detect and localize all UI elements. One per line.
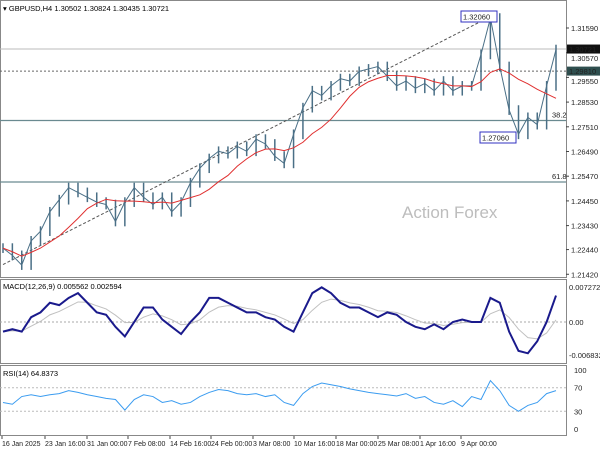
y-tick-label: 1.30570: [571, 54, 598, 63]
high-value: 1.30824: [83, 4, 111, 13]
rsi-tick-label: 30: [574, 407, 582, 416]
x-tick-label: 18 Mar 00:00: [336, 441, 377, 448]
moving-average-line: [2, 68, 557, 257]
y-tick-label: 1.22440: [571, 246, 598, 255]
open-value: 1.30502: [54, 4, 82, 13]
x-tick-label: 7 Feb 08:00: [128, 441, 165, 448]
fib-label-38.2: 38.2: [552, 111, 567, 120]
macd-signal-line: [2, 298, 557, 340]
macd-tick-label: 0.00: [569, 318, 584, 327]
rsi-panel: [0, 365, 567, 436]
x-tick-label: 16 Jan 2025: [2, 441, 41, 448]
chart-header: ▾ GBPUSD,H4 1.30502 1.30824 1.30435 1.30…: [3, 4, 169, 13]
y-tick-label: 1.21420: [571, 270, 598, 279]
low-label: 1.27060: [482, 134, 509, 143]
price-panel: [0, 0, 567, 278]
rsi-tick-label: 100: [574, 366, 587, 375]
current-price-tag-bg: [567, 44, 600, 54]
rsi-title: RSI(14) 64.8373: [3, 369, 59, 378]
y-tick-label: 1.28530: [571, 98, 598, 107]
y-tick-label: 1.23430: [571, 222, 598, 231]
x-tick-label: 25 Mar 08:00: [378, 441, 419, 448]
y-tick-label: 1.27510: [571, 123, 598, 132]
macd-tick-label: 0.007272: [569, 283, 600, 292]
macd-tick-label: -0.006832: [569, 351, 600, 360]
y-tick-label: 1.31590: [571, 24, 598, 33]
current-price-tag: 1.30721: [569, 45, 596, 54]
fib-label-61.8: 61.8: [552, 172, 567, 181]
x-tick-label: 31 Jan 00:00: [87, 441, 128, 448]
x-tick-label: 14 Feb 16:00: [170, 441, 211, 448]
rsi-line: [2, 379, 557, 412]
y-tick-label: 1.25470: [571, 172, 598, 181]
level-tag-bg: [567, 66, 600, 76]
rsi-tick-label: 0: [574, 425, 578, 434]
close-value: 1.30721: [141, 4, 170, 13]
high-label: 1.32060: [463, 13, 490, 22]
low-label-box: [479, 131, 517, 144]
x-tick-label: 9 Apr 00:00: [461, 441, 497, 448]
x-tick-label: 3 Mar 08:00: [253, 441, 290, 448]
symbol-label: GBPUSD,H4: [8, 4, 53, 13]
macd-line: [2, 286, 557, 355]
x-tick-label: 23 Jan 16:00: [45, 441, 86, 448]
trendline: [2, 16, 491, 266]
y-tick-label: 1.29550: [571, 77, 598, 86]
high-label-box: [460, 10, 498, 23]
low-value: 1.30435: [112, 4, 140, 13]
x-tick-label: 10 Mar 16:00: [294, 441, 335, 448]
watermark: Action Forex: [402, 203, 498, 222]
rsi-tick-label: 70: [574, 384, 582, 393]
collapse-triangle-icon[interactable]: ▾: [3, 4, 7, 13]
price-line: [2, 17, 557, 266]
x-tick-label: 1 Apr 16:00: [420, 441, 456, 448]
x-tick-label: 24 Feb 00:00: [211, 441, 252, 448]
macd-title: MACD(12,26,9) 0.005562 0.002594: [3, 282, 122, 291]
y-tick-label: 1.24450: [571, 197, 598, 206]
y-tick-label: 1.26490: [571, 148, 598, 157]
level-tag: 1.29810: [569, 67, 596, 76]
